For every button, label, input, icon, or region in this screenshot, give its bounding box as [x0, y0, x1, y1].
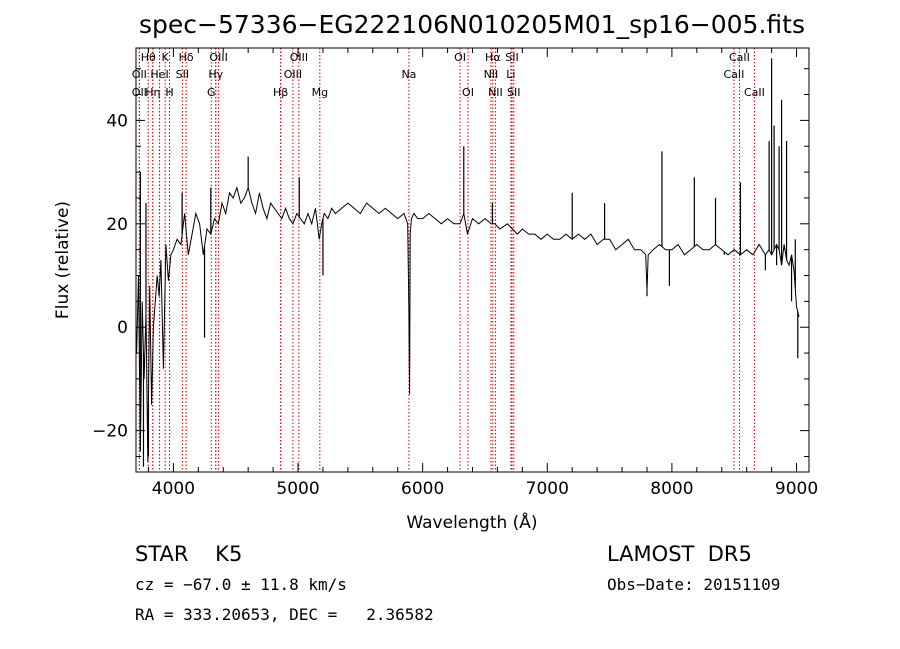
x-tick-label: 6000 [401, 479, 444, 499]
survey-text: LAMOST DR5 [607, 542, 752, 566]
x-tick-label: 5000 [276, 479, 319, 499]
line-marker-label: OII [132, 68, 147, 81]
line-marker-label: Li [506, 68, 515, 81]
spectrum-spikes [139, 58, 799, 467]
line-marker-label: CaII [744, 86, 765, 99]
line-marker-label: HeI [150, 68, 168, 81]
line-marker-label: CaII [724, 68, 745, 81]
line-marker-label: Hβ [273, 86, 288, 99]
redshift-text: cz = −67.0 ± 11.8 km/s [135, 575, 347, 594]
line-markers [138, 48, 755, 472]
y-axis-label: Flux (relative) [53, 201, 73, 319]
line-marker-label: CaII [729, 51, 750, 64]
line-marker-label: Hα [485, 51, 501, 64]
y-tick-label: 0 [117, 318, 128, 338]
line-marker-label: Na [401, 68, 416, 81]
x-tick-label: 4000 [152, 479, 195, 499]
plot-frame [135, 47, 810, 473]
line-marker-label: SII [507, 86, 520, 99]
line-marker-label: OI [462, 86, 474, 99]
line-marker-label: SII [176, 68, 189, 81]
line-marker-label: SII [505, 51, 518, 64]
line-marker-labels: Hθ K Hδ OIII OIII OI Hα SII CaII OII HeI SII Hγ OIII N… [132, 51, 765, 99]
obs-date-text: Obs−Date: 20151109 [607, 575, 781, 594]
line-marker-label: Hγ [208, 68, 223, 81]
line-marker-label: Mg [312, 86, 328, 99]
y-tick-label: 20 [106, 215, 128, 235]
x-tick-label: 8000 [650, 479, 693, 499]
line-marker-label: K [162, 51, 170, 64]
line-marker-label: OI [454, 51, 466, 64]
line-marker-label: NII [484, 68, 499, 81]
spectrum-line [136, 185, 800, 462]
line-marker-label: G [207, 86, 216, 99]
y-tick-label: −20 [92, 422, 128, 442]
line-marker-label: H [165, 86, 173, 99]
x-axis-ticks: 4000 5000 6000 7000 8000 9000 [147, 48, 818, 499]
object-class-text: STAR K5 [135, 542, 243, 566]
y-axis-ticks: −20 0 20 40 [92, 68, 809, 457]
coordinates-text: RA = 333.20653, DEC = 2.36582 [135, 605, 434, 624]
line-marker-label: NII [488, 86, 503, 99]
x-tick-label: 7000 [526, 479, 569, 499]
chart-title: spec−57336−EG222106N010205M01_sp16−005.f… [139, 10, 805, 39]
line-marker-label: Hη [145, 86, 160, 99]
y-tick-label: 40 [106, 111, 128, 131]
line-marker-label: Hδ [179, 51, 194, 64]
line-marker-label: OIII [290, 51, 308, 64]
x-tick-label: 9000 [775, 479, 818, 499]
line-marker-label: Hθ [141, 51, 156, 64]
line-marker-label: OIII [284, 68, 302, 81]
x-axis-label: Wavelength (Å) [406, 511, 537, 533]
line-marker-label: OIII [209, 51, 227, 64]
